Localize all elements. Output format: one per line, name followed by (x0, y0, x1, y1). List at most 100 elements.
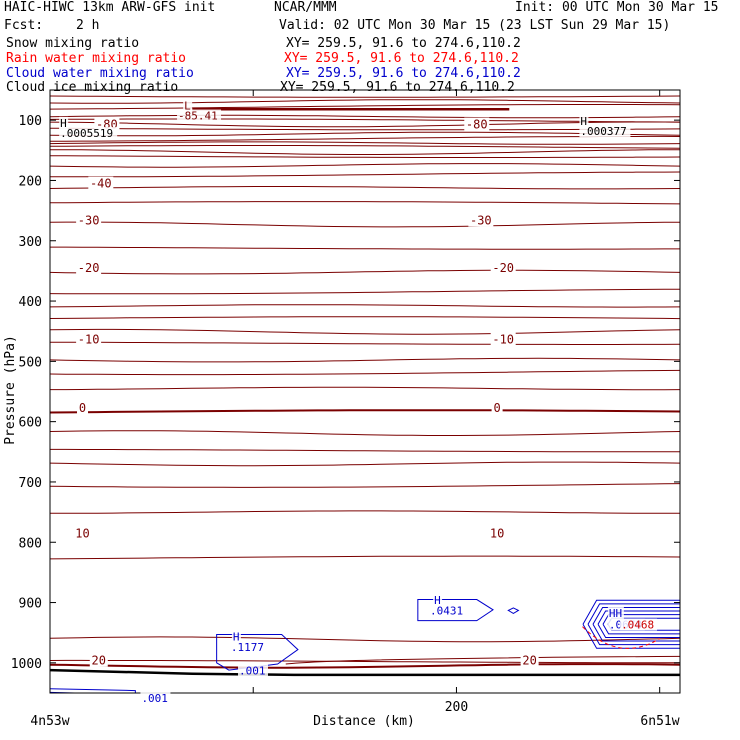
field-name-cloud-ice: Cloud ice mixing ratio (6, 80, 179, 95)
temperature-contour (50, 409, 680, 414)
cloud-water-contour (417, 599, 494, 622)
temperature-label-bg (89, 653, 108, 667)
temperature-contour (50, 149, 680, 155)
temperature-contours (50, 95, 680, 669)
extremum-label-bg (140, 692, 171, 705)
field-xy-cloud-ice: XY= 259.5, 91.6 to 274.6,110.2 (280, 80, 515, 95)
mixing-ratio-contours (50, 599, 680, 693)
rain-water-contour (582, 626, 660, 649)
init-time: Init: 00 UTC Mon 30 Mar 15 (515, 0, 719, 15)
temperature-label-bg (490, 261, 516, 275)
y-tick-label: 900 (19, 597, 42, 612)
extremum-label-bg (231, 630, 241, 643)
temperature-contour (50, 121, 680, 128)
temperature-contour (50, 95, 680, 98)
temperature-label-bg (73, 526, 92, 540)
temperature-contour (50, 357, 680, 363)
extremum-label-bg (433, 593, 443, 606)
extremum-label: .0005519 (60, 127, 113, 140)
temperature-label: -20 (492, 261, 514, 275)
extremum-label-bg (229, 640, 267, 653)
temperature-label: 10 (75, 526, 89, 540)
y-tick-label: 400 (19, 295, 42, 310)
temperature-label-bg (88, 176, 114, 190)
extremum-label: .001 (239, 664, 266, 677)
temperature-label-bg (464, 117, 490, 131)
x-axis-start-label: 4n53w (30, 714, 69, 729)
temperature-label-bg (76, 213, 102, 227)
temperature-label-bg (490, 332, 516, 346)
temperature-contour (50, 99, 680, 104)
temperature-contour (50, 246, 680, 250)
extremum-label: H (580, 115, 587, 128)
forecast-label: Fcst: (4, 18, 44, 33)
temperature-contour (285, 655, 680, 665)
temperature-label: -30 (78, 213, 100, 227)
cloud-water-contour (507, 607, 520, 614)
y-tick-label: 200 (19, 174, 42, 189)
extremum-label: L (184, 99, 191, 112)
x-axis-label: Distance (km) (313, 714, 415, 729)
field-name-rain: Rain water mixing ratio (6, 51, 187, 66)
temperature-contour (50, 141, 680, 145)
field-xy-cloud-water: XY= 259.5, 91.6 to 274.6,110.2 (286, 66, 521, 81)
temperature-contour (50, 636, 680, 643)
org-label: NCAR/MMM (274, 0, 337, 15)
field-xy-rain: XY= 259.5, 91.6 to 274.6,110.2 (284, 51, 519, 66)
y-tick-label: 1000 (11, 657, 42, 672)
temperature-label: 20 (92, 654, 106, 668)
temperature-label: 0 (493, 401, 500, 415)
temperature-contour (50, 163, 680, 168)
temperature-contour (50, 269, 680, 275)
temperature-label: 20 (522, 654, 536, 668)
extremum-label-bg (429, 604, 467, 617)
temperature-label-bg (468, 213, 494, 227)
terrain-surface (50, 668, 680, 677)
y-tick-label: 300 (19, 235, 42, 250)
extremum-label-bg (183, 99, 193, 112)
extremum-label: H (60, 117, 67, 130)
temperature-contour (50, 555, 680, 560)
forecast-hours: 2 h (76, 18, 100, 33)
temperature-contour (50, 201, 680, 205)
extremum-label: .1177 (231, 641, 264, 654)
extremum-label-bg (59, 116, 69, 129)
temperature-contour (50, 304, 680, 308)
temperature-label-bg (488, 526, 507, 540)
y-axis-label: Pressure (hPa) (3, 335, 18, 445)
temperature-contour (50, 316, 680, 320)
temperature-contour (50, 328, 680, 335)
temperature-label-bg (76, 332, 102, 346)
temperature-label-bg (491, 401, 503, 415)
temperature-label: 0 (79, 401, 86, 415)
temperature-contour (50, 155, 680, 158)
y-tick-label: 800 (19, 536, 42, 551)
cloud-water-contour (592, 606, 680, 642)
extremum-label-bg (238, 664, 268, 677)
temperature-contour (50, 221, 680, 228)
temperature-contour (50, 448, 680, 453)
temperature-label: -40 (90, 177, 112, 191)
valid-time: Valid: 02 UTC Mon 30 Mar 15 (23 LST Sun … (279, 18, 671, 33)
temperature-label-bg (520, 653, 539, 667)
temperature-contour (50, 288, 680, 295)
temperature-contour (50, 118, 680, 123)
temperature-label-bg (77, 401, 89, 415)
cloud-water-contour (582, 599, 680, 649)
field-xy-snow: XY= 259.5, 91.6 to 274.6,110.2 (286, 36, 521, 51)
field-name-cloud-water: Cloud water mixing ratio (6, 66, 194, 81)
extremum-label: .001 (141, 692, 168, 705)
temperature-contour (50, 131, 680, 137)
temperature-contour (50, 461, 680, 467)
plot-frame (49, 89, 681, 694)
y-tick-label: 100 (19, 114, 42, 129)
temperature-contour (50, 430, 680, 436)
y-tick-label: 600 (19, 416, 42, 431)
temperature-contour (50, 186, 680, 190)
chart-title: HAIC-HIWC 13km ARW-GFS init (4, 0, 216, 15)
temperature-label: -20 (78, 261, 100, 275)
extremum-label: H (434, 594, 441, 607)
